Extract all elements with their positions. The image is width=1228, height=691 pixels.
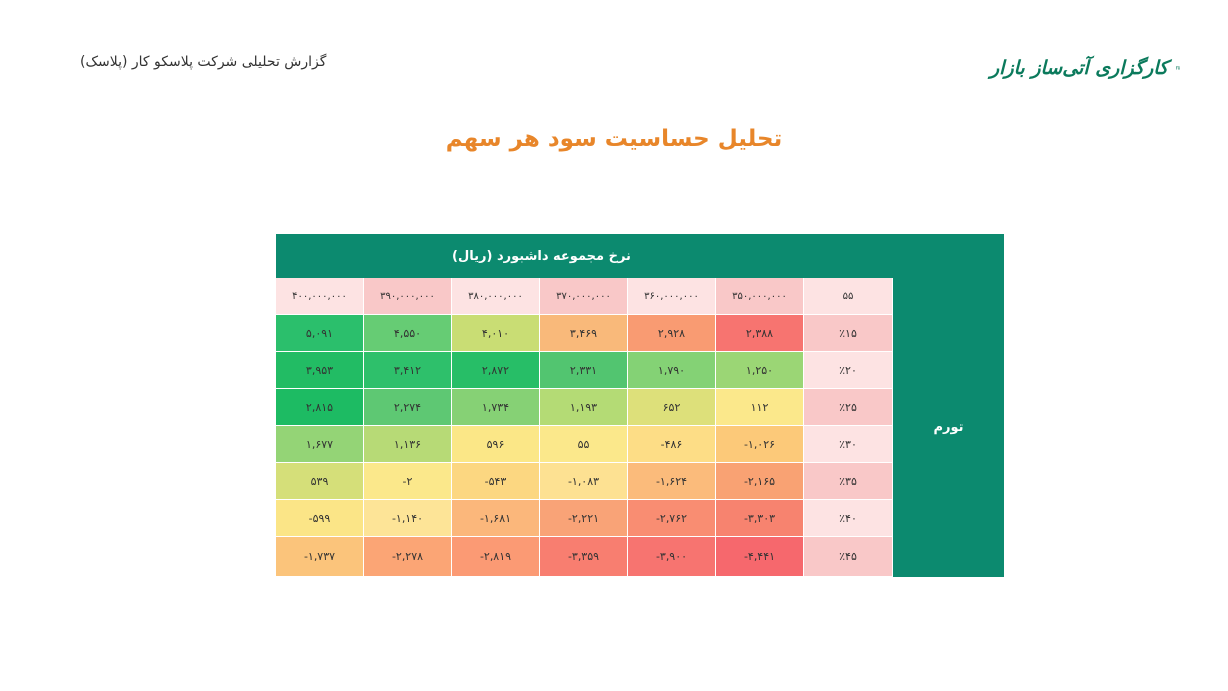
table-cell: ۳,۹۵۳: [276, 352, 364, 389]
row-header: ٪۱۵: [804, 315, 893, 352]
table-cell: ۱,۷۹۰: [628, 352, 716, 389]
table-cell: -۲: [364, 463, 452, 500]
page-heading: تحلیل حساسیت سود هر سهم: [445, 126, 783, 152]
table-cell: -۵۴۳: [452, 463, 540, 500]
table-cell: ۳,۴۶۹: [540, 315, 628, 352]
logo-text: کارگزاری آتی‌ساز بازار: [990, 56, 1169, 79]
table-cell: -۳,۹۰۰: [628, 537, 716, 577]
row-header: ٪۴۰: [804, 500, 893, 537]
column-header: ۳۹۰,۰۰۰,۰۰۰: [364, 278, 452, 315]
table-cell: ۲,۸۷۲: [452, 352, 540, 389]
table-cell: ۵,۰۹۱: [276, 315, 364, 352]
table-cell: -۱,۰۲۶: [716, 426, 804, 463]
column-header: ۴۰۰,۰۰۰,۰۰۰: [276, 278, 364, 315]
table-cell: ۲,۲۷۴: [364, 389, 452, 426]
logo-mark-icon: [1176, 65, 1180, 70]
row-header: ٪۳۵: [804, 463, 893, 500]
table-grid: ۴۰۰,۰۰۰,۰۰۰ ۳۹۰,۰۰۰,۰۰۰ ۳۸۰,۰۰۰,۰۰۰ ۳۷۰,۰۰۰…: [276, 278, 893, 577]
table-cell: ۱۱۲: [716, 389, 804, 426]
report-title: گزارش تحلیلی شرکت پلاسکو کار (پلاسک): [80, 54, 327, 70]
table-cell: -۴۸۶: [628, 426, 716, 463]
table-cell: -۲,۲۷۸: [364, 537, 452, 577]
table-cell: ۱,۷۳۴: [452, 389, 540, 426]
row-header: ٪۲۵: [804, 389, 893, 426]
table-cell: ۱,۱۹۳: [540, 389, 628, 426]
table-cell: -۵۹۹: [276, 500, 364, 537]
table-cell: ۵۹۶: [452, 426, 540, 463]
row-header: ٪۳۰: [804, 426, 893, 463]
table-cell: ۲,۳۳۱: [540, 352, 628, 389]
table-header-band: [276, 234, 1004, 278]
table-cell: ۲,۳۸۸: [716, 315, 804, 352]
table-cell: ۱,۲۵۰: [716, 352, 804, 389]
column-header: ۳۷۰,۰۰۰,۰۰۰: [540, 278, 628, 315]
table-cell: ۳,۴۱۲: [364, 352, 452, 389]
table-cell: ۱,۶۷۷: [276, 426, 364, 463]
table-cell: -۱,۱۴۰: [364, 500, 452, 537]
column-group-label: نرخ مجموعه داشبورد (ریال): [452, 248, 631, 264]
table-cell: -۲,۲۲۱: [540, 500, 628, 537]
table-cell: -۳,۳۰۳: [716, 500, 804, 537]
table-cell: ۲,۸۱۵: [276, 389, 364, 426]
row-group-label: تورم: [893, 278, 1004, 577]
table-cell: ۴,۵۵۰: [364, 315, 452, 352]
table-cell: ۵۵: [540, 426, 628, 463]
column-header: ۳۶۰,۰۰۰,۰۰۰: [628, 278, 716, 315]
sensitivity-table: نرخ مجموعه داشبورد (ریال) تورم ۴۰۰,۰۰۰,۰…: [276, 234, 1004, 577]
table-cell: -۴,۴۴۱: [716, 537, 804, 577]
row-header: ٪۲۰: [804, 352, 893, 389]
table-cell: ۵۳۹: [276, 463, 364, 500]
table-cell: -۲,۸۱۹: [452, 537, 540, 577]
table-cell: ۱,۱۳۶: [364, 426, 452, 463]
table-cell: ۴,۰۱۰: [452, 315, 540, 352]
table-cell: -۲,۷۶۲: [628, 500, 716, 537]
table-cell: -۱,۷۳۷: [276, 537, 364, 577]
column-header: ۳۵۰,۰۰۰,۰۰۰: [716, 278, 804, 315]
table-cell: ۶۵۲: [628, 389, 716, 426]
brand-logo: کارگزاری آتی‌ساز بازار: [990, 40, 1180, 95]
column-header: ۳۸۰,۰۰۰,۰۰۰: [452, 278, 540, 315]
table-cell: -۱,۰۸۳: [540, 463, 628, 500]
table-cell: -۲,۱۶۵: [716, 463, 804, 500]
row-header: ٪۴۵: [804, 537, 893, 577]
table-cell: -۳,۳۵۹: [540, 537, 628, 577]
corner-label: ۵۵: [804, 278, 893, 315]
table-cell: ۲,۹۲۸: [628, 315, 716, 352]
table-cell: -۱,۶۲۴: [628, 463, 716, 500]
table-cell: -۱,۶۸۱: [452, 500, 540, 537]
